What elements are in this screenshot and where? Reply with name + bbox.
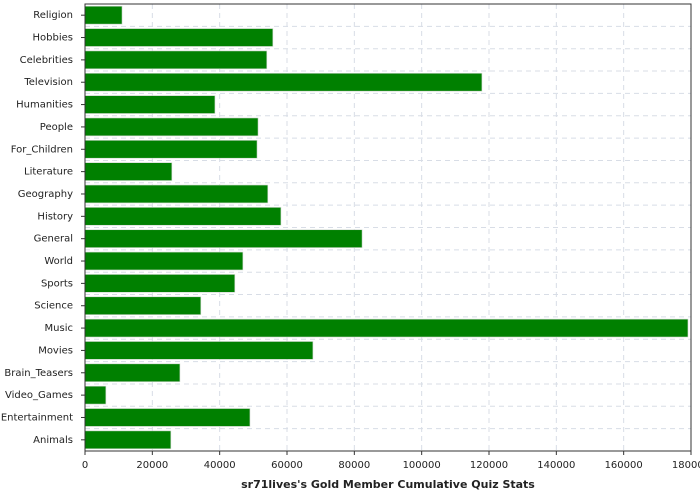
y-tick-label: Brain_Teasers — [4, 368, 73, 379]
x-tick-label: 20000 — [136, 460, 168, 471]
y-tick-label: Sports — [41, 278, 73, 289]
x-tick-label: 180000 — [672, 460, 700, 471]
bar — [84, 251, 244, 271]
x-tick-label: 100000 — [403, 460, 441, 471]
x-tick-label: 40000 — [204, 460, 236, 471]
bar — [84, 207, 282, 226]
y-tick-label: Religion — [33, 10, 73, 21]
y-tick-label: Video_Games — [5, 390, 73, 401]
x-tick-label: 80000 — [338, 460, 370, 471]
bar — [84, 408, 251, 427]
y-tick-label: People — [40, 122, 73, 133]
y-tick-label: Literature — [24, 167, 73, 178]
bar — [84, 5, 123, 25]
bar — [84, 274, 236, 293]
y-tick-label: Hobbies — [33, 33, 73, 44]
y-tick-label: Music — [45, 323, 73, 334]
bar — [84, 385, 107, 405]
y-tick-label: Animals — [33, 435, 73, 446]
bar — [84, 296, 202, 315]
bar — [84, 28, 274, 47]
y-tick-label: For_Children — [11, 144, 73, 155]
bar — [84, 318, 689, 338]
bar — [84, 50, 268, 70]
bar — [84, 184, 269, 204]
bar — [84, 72, 483, 92]
bar — [84, 95, 216, 114]
bar — [84, 117, 259, 137]
chart-title: sr71lives's Gold Member Cumulative Quiz … — [241, 478, 535, 491]
y-tick-label: Celebrities — [20, 55, 73, 66]
y-tick-label: Science — [34, 301, 73, 312]
plot-frame — [84, 3, 692, 452]
y-tick-label: Movies — [38, 345, 73, 356]
x-tick-label: 120000 — [470, 460, 508, 471]
x-tick-label: 60000 — [271, 460, 303, 471]
bar — [84, 430, 172, 450]
y-tick-label: Television — [23, 77, 73, 88]
y-tick-label: History — [37, 211, 73, 222]
x-tick-label: 0 — [82, 460, 88, 471]
bar — [84, 140, 258, 159]
y-tick-label: Humanities — [16, 100, 73, 111]
bar — [84, 341, 314, 360]
y-tick-label: Entertainment — [1, 412, 73, 423]
y-tick-label: Geography — [18, 189, 73, 200]
y-tick-label: World — [44, 256, 73, 267]
x-tick-label: 140000 — [537, 460, 575, 471]
bar — [84, 162, 173, 181]
bar — [84, 229, 363, 248]
y-tick-label: General — [34, 234, 73, 245]
x-tick-label: 160000 — [605, 460, 643, 471]
bar — [84, 363, 181, 383]
